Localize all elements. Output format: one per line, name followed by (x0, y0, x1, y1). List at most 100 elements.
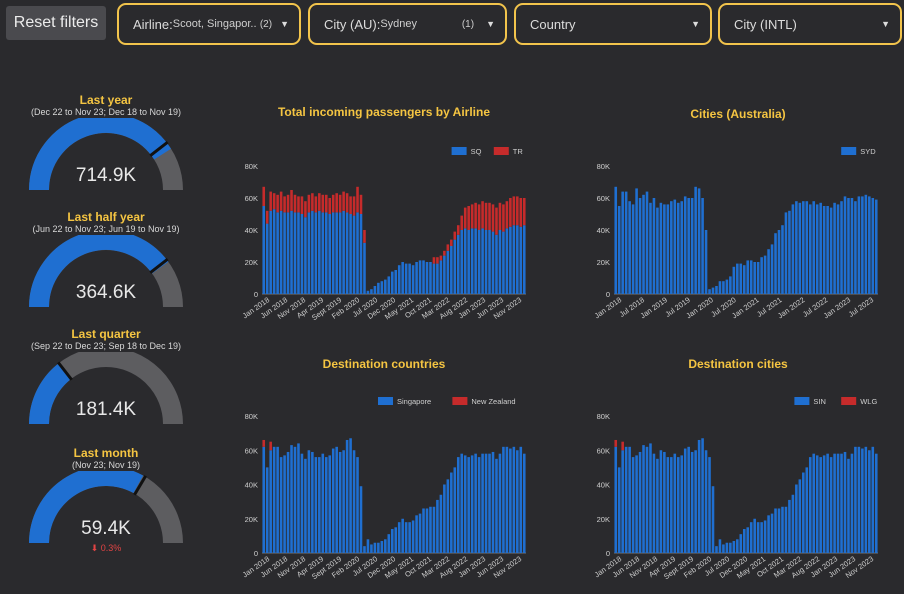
bar (635, 188, 638, 294)
bar (649, 443, 652, 553)
bar (318, 210, 321, 294)
bar (621, 450, 624, 553)
bar (422, 260, 425, 294)
bar (812, 201, 816, 294)
bar (286, 451, 290, 553)
bar (450, 239, 453, 246)
bar (387, 534, 391, 553)
bar (307, 194, 311, 213)
bar (359, 214, 363, 294)
bar (279, 210, 283, 294)
bar (868, 196, 871, 294)
airline-filter-count: (2) (259, 18, 273, 30)
bar (704, 450, 708, 553)
bar (304, 201, 307, 218)
bar (836, 453, 840, 553)
bar (404, 522, 408, 553)
chart-title-cities-au: Cities (Australia) (690, 107, 786, 121)
y-tick-label: 0 (254, 549, 258, 558)
y-tick-label: 20K (245, 258, 258, 267)
bar (318, 457, 321, 553)
bar (470, 455, 474, 553)
bar (415, 262, 418, 294)
bar (439, 260, 443, 294)
bar (474, 228, 477, 294)
bar (377, 282, 380, 294)
chevron-down-icon: ▼ (691, 19, 700, 29)
gauge-chart: 364.6K⬆ 3.8% (29, 235, 183, 307)
bar (324, 457, 328, 553)
bar (670, 457, 673, 553)
bar (283, 212, 286, 294)
bar (829, 457, 833, 553)
bar (774, 508, 777, 553)
bar (411, 265, 415, 294)
city-au-filter-dropdown[interactable]: City (AU): Sydney (1) ▼ (308, 3, 507, 45)
legend-label: Singapore (397, 397, 431, 406)
bar (286, 194, 290, 213)
city-intl-filter-dropdown[interactable]: City (INTL) ▼ (718, 3, 902, 45)
y-tick-label: 20K (597, 515, 610, 524)
bar (488, 453, 491, 553)
legend-swatch (451, 147, 467, 155)
bar (269, 210, 272, 294)
bar (725, 542, 729, 553)
bar (502, 204, 505, 232)
bar (767, 249, 770, 294)
bar (265, 223, 269, 294)
bar (286, 212, 290, 294)
bar (763, 255, 767, 294)
bar (345, 439, 349, 553)
bar (397, 522, 401, 553)
bar (732, 266, 736, 294)
bar (784, 212, 788, 294)
bar (680, 455, 684, 553)
kpi-last-half-year: Last half year (Jun 22 to Nov 23; Jun 19… (24, 211, 188, 307)
bar (833, 453, 836, 553)
bar (436, 263, 439, 294)
bar (446, 250, 450, 294)
chevron-down-icon: ▼ (881, 19, 890, 29)
bar (516, 196, 519, 226)
bar (456, 225, 460, 235)
legend-label: WLG (860, 397, 877, 406)
bar (300, 214, 304, 294)
reset-filters-button[interactable]: Reset filters (6, 6, 106, 40)
bar (408, 263, 411, 294)
bar (328, 198, 332, 214)
country-filter-dropdown[interactable]: Country ▼ (514, 3, 712, 45)
kpi-title: Last half year (67, 210, 145, 224)
y-tick-label: 0 (606, 549, 610, 558)
bar (847, 198, 850, 294)
bar (335, 193, 338, 213)
bar (335, 446, 338, 553)
legend-label: TR (513, 147, 524, 156)
bar (701, 198, 704, 294)
bar (624, 191, 628, 294)
bar (874, 453, 878, 553)
bar (711, 287, 715, 294)
bar (453, 467, 457, 553)
bar (380, 541, 384, 553)
gauge-chart: 181.4K⬆ 2.0% (29, 352, 183, 424)
bar (795, 484, 798, 553)
airline-filter-dropdown[interactable]: Airline: Scoot, Singapor... (2) ▼ (117, 3, 301, 45)
bar (324, 212, 328, 294)
chevron-down-icon: ▼ (280, 19, 289, 29)
bar (262, 446, 266, 553)
bar (331, 448, 335, 553)
bar (676, 457, 680, 553)
bar (460, 453, 464, 553)
bar (373, 542, 377, 553)
bar (656, 458, 659, 553)
bar (519, 198, 523, 227)
bar (279, 457, 283, 553)
y-tick-label: 20K (597, 258, 610, 267)
bar (498, 202, 502, 230)
bar (311, 193, 314, 211)
bar (742, 529, 746, 553)
bar (756, 522, 760, 553)
kpi-title: Last month (73, 446, 139, 460)
bar (635, 455, 638, 553)
